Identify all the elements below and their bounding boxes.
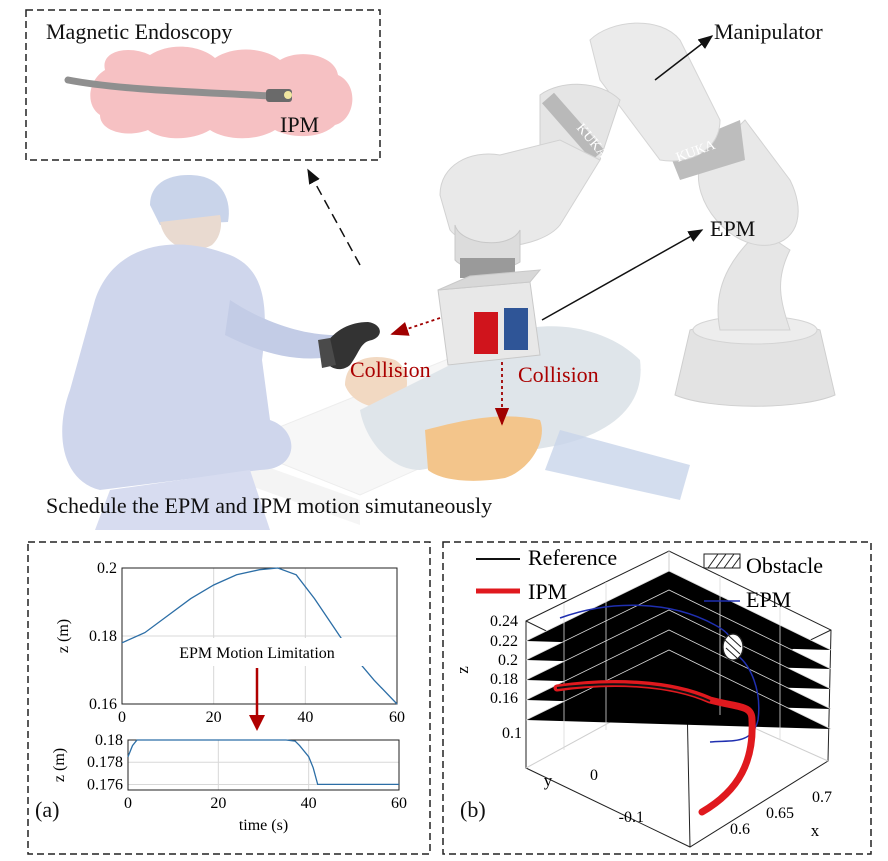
y-tick-label: 0.18 — [89, 628, 117, 645]
limitation-arrowhead — [249, 715, 265, 731]
inset-pointer-arrow — [307, 168, 361, 266]
magnet-north — [474, 312, 498, 354]
panel-b-label: (b) — [460, 797, 486, 822]
legend-label: Obstacle — [746, 553, 823, 578]
reference-trajectory — [556, 683, 711, 702]
y-tick-label: 0.18 — [95, 732, 123, 749]
z-tick-label: 0.22 — [490, 633, 518, 650]
chart-a-bottom: 0 20 40 60 0.176 0.178 0.18 z (m) time (s) — [51, 732, 407, 834]
x-tick-label: 20 — [210, 795, 226, 812]
motion-limitation-annotation: EPM Motion Limitation — [179, 645, 335, 662]
ipm-label: IPM — [280, 112, 320, 137]
y-tick-label: 0.1 — [502, 725, 522, 742]
x-tick-label: 0.65 — [766, 805, 794, 822]
figure-caption: Schedule the EPM and IPM motion simutane… — [46, 493, 493, 518]
epm-arrow — [541, 229, 704, 321]
epm-magnet-box — [437, 269, 542, 366]
doctor-figure — [62, 175, 340, 530]
legend-label: Reference — [528, 545, 617, 570]
inset-title: Magnetic Endoscopy — [46, 19, 233, 44]
y-axis-label: z (m) — [51, 748, 68, 782]
y-tick-label: 0.16 — [89, 696, 117, 713]
x-axis-label: time (s) — [239, 817, 288, 834]
x-tick-label: 40 — [301, 795, 317, 812]
plot-frame — [127, 739, 400, 791]
legend-label: EPM — [746, 587, 791, 612]
y-tick-label: 0.2 — [97, 560, 117, 577]
y-axis-label: z (m) — [55, 619, 72, 653]
series-line — [127, 739, 399, 786]
x-tick-label: 0.7 — [812, 789, 832, 806]
z-axis-label: z — [453, 666, 472, 674]
magnet-south — [504, 308, 528, 350]
y-tick-label: -0.1 — [619, 809, 644, 826]
plot-frame — [121, 567, 398, 705]
y-tick-label: 0 — [590, 767, 598, 784]
x-tick-label: 60 — [391, 795, 407, 812]
robot-manipulator — [439, 22, 836, 407]
x-tick-label: 60 — [389, 709, 405, 726]
collision-arrow-hand — [390, 317, 441, 336]
x-tick-label: 40 — [297, 709, 313, 726]
x-tick-label: 0.6 — [730, 821, 750, 838]
x-axis-label: x — [811, 821, 820, 840]
collision-label-1: Collision — [350, 357, 431, 382]
manipulator-arrow — [654, 35, 714, 81]
z-tick-label: 0.2 — [498, 652, 518, 669]
x-tick-label: 20 — [206, 709, 222, 726]
y-tick-label: 0.178 — [87, 754, 123, 771]
z-tick-label: 0.16 — [490, 690, 518, 707]
panel-b: 0.16 0.18 0.2 0.22 0.24 0.1 0 -0.1 0.6 0.65 0.7 z y x… — [442, 541, 872, 855]
legend-label: IPM — [528, 579, 567, 604]
scene-illustration: KUKA KUKA — [25, 9, 836, 530]
chart-a-top: 0 20 40 60 0.16 0.18 0.2 z (m) EPM Motion Limita… — [55, 560, 405, 731]
z-tick-label: 0.18 — [490, 671, 518, 688]
panel-a: 0 20 40 60 0.16 0.18 0.2 z (m) EPM Motion Limita… — [27, 541, 431, 855]
gloved-hand — [318, 322, 380, 370]
endoscope-tube — [64, 76, 274, 100]
x-tick-label: 0 — [118, 709, 126, 726]
collision-label-2: Collision — [518, 362, 599, 387]
y-tick-label: 0.176 — [87, 776, 123, 793]
x-tick-label: 0 — [124, 795, 132, 812]
patient-figure — [345, 326, 690, 500]
z-tick-label: 0.24 — [490, 613, 518, 630]
panel-a-label: (a) — [35, 797, 60, 822]
epm-label: EPM — [710, 216, 756, 241]
y-axis-label: y — [544, 771, 553, 790]
manipulator-label: Manipulator — [714, 19, 823, 44]
